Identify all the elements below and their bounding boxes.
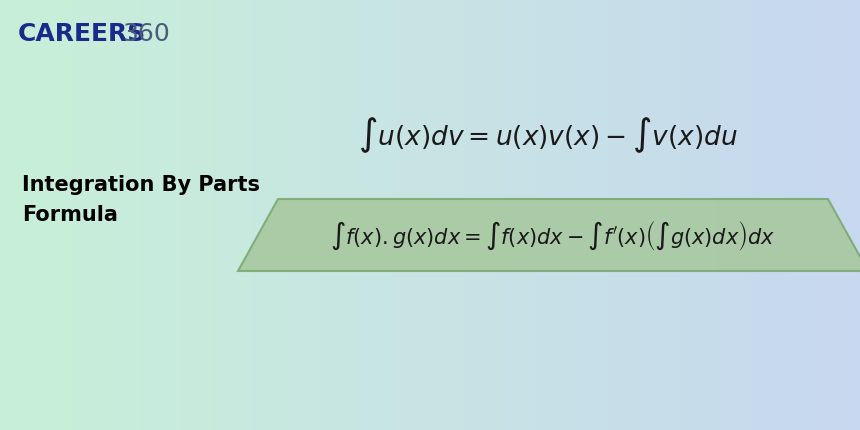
Text: 360: 360	[122, 22, 169, 46]
Text: Integration By Parts: Integration By Parts	[22, 175, 260, 195]
Text: $\int f(x).g(x)dx = \int f(x)dx - \int f'(x)\left(\int g(x)dx\right)dx$: $\int f(x).g(x)dx = \int f(x)dx - \int f…	[330, 218, 776, 252]
Text: $\int u(x)dv = u(x)v(x) - \int v(x)du$: $\int u(x)dv = u(x)v(x) - \int v(x)du$	[358, 115, 738, 155]
Polygon shape	[238, 199, 860, 271]
Text: Formula: Formula	[22, 205, 118, 225]
Text: CAREERS: CAREERS	[18, 22, 146, 46]
